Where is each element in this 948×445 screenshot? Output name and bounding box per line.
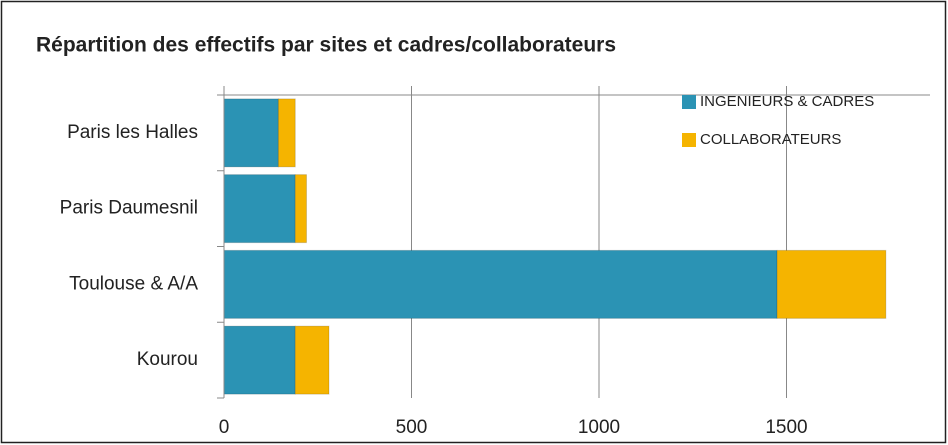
bar [223,174,296,244]
y-tick-label: Kourou [137,349,198,370]
legend-label: COLLABORATEURS [700,131,841,148]
x-tick-label: 1500 [765,417,807,438]
x-tick-label: 0 [219,417,230,438]
bar [223,325,296,395]
legend-swatch [682,133,696,147]
bar [223,249,778,319]
bar [277,98,296,168]
chart-title: Répartition des effectifs par sites et c… [36,34,616,57]
y-tick-label: Paris Daumesnil [60,198,198,219]
x-tick-label: 500 [396,417,428,438]
y-tick-label: Paris les Halles [67,122,198,143]
x-tick-label: 1000 [578,417,620,438]
legend-label: INGENIEURS & CADRES [700,93,874,110]
bar [776,249,887,319]
bar [223,98,279,168]
bar [294,174,307,244]
bar [294,325,330,395]
legend-swatch [682,95,696,109]
y-tick-label: Toulouse & A/A [69,273,198,294]
